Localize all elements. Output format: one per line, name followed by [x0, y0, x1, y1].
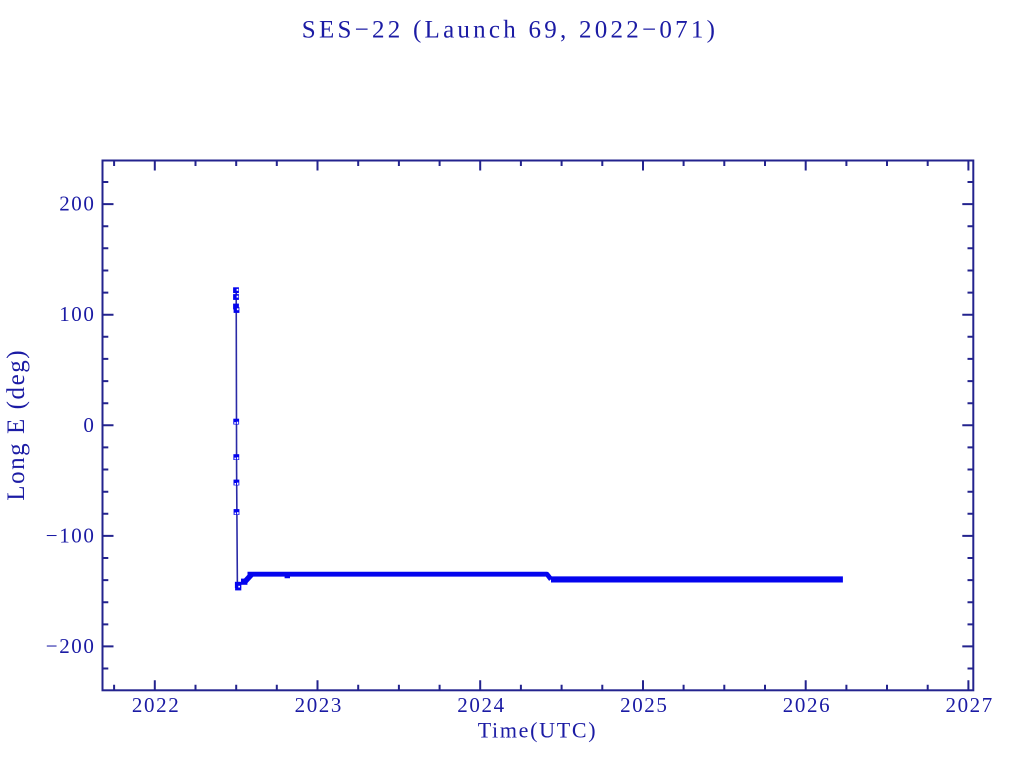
svg-text:100: 100 — [59, 302, 95, 326]
svg-text:2025: 2025 — [620, 693, 668, 717]
svg-text:Long E (deg): Long E (deg) — [3, 349, 30, 501]
svg-text:2026: 2026 — [783, 693, 831, 717]
svg-text:−200: −200 — [46, 634, 96, 658]
svg-text:200: 200 — [59, 192, 95, 216]
svg-text:−100: −100 — [46, 523, 96, 547]
svg-text:2024: 2024 — [457, 693, 505, 717]
svg-text:SES−22 (Launch 69, 2022−071): SES−22 (Launch 69, 2022−071) — [302, 17, 718, 44]
svg-text:0: 0 — [83, 413, 95, 437]
svg-text:2023: 2023 — [295, 693, 343, 717]
svg-text:2022: 2022 — [132, 693, 180, 717]
svg-text:2027: 2027 — [945, 693, 993, 717]
svg-text:Time(UTC): Time(UTC) — [478, 718, 598, 743]
